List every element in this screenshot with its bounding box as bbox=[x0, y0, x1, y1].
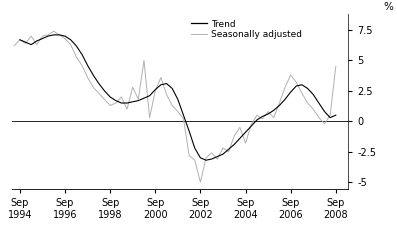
Y-axis label: %: % bbox=[384, 2, 393, 12]
Legend: Trend, Seasonally adjusted: Trend, Seasonally adjusted bbox=[190, 19, 303, 40]
